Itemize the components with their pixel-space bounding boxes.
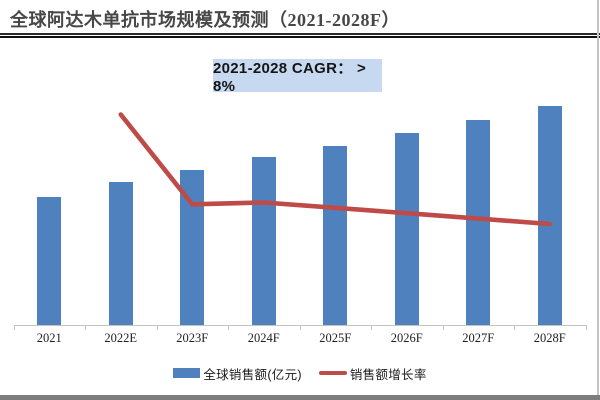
- window-bottom-edge: [0, 395, 600, 400]
- x-axis-label-2027F: 2027F: [462, 331, 495, 345]
- bar-2028F: [537, 106, 562, 325]
- x-axis-tick: [228, 325, 230, 330]
- legend-label-growth: 销售额增长率: [349, 367, 427, 382]
- x-axis-tick: [514, 325, 516, 330]
- x-axis-tick: [85, 325, 87, 330]
- cagr-annotation-badge: 2021-2028 CAGR： > 8%: [213, 59, 382, 95]
- x-axis-label-2026F: 2026F: [390, 331, 423, 345]
- legend-item-growth: 销售额增长率: [318, 364, 427, 383]
- x-axis-label-2022E: 2022E: [104, 331, 138, 345]
- bar-2025F: [323, 145, 348, 325]
- bar-2021: [37, 197, 62, 325]
- bar-2023F: [180, 170, 205, 325]
- legend-label-sales: 全球销售额(亿元): [203, 367, 302, 382]
- x-axis-label-2021: 2021: [36, 331, 62, 345]
- title-divider-thin: [0, 33, 600, 35]
- x-axis-tick: [299, 325, 301, 330]
- bar-2022E: [108, 181, 133, 325]
- legend-item-sales: 全球销售额(亿元): [173, 364, 302, 383]
- x-axis-label-2025F: 2025F: [319, 331, 352, 345]
- x-axis-label-2023F: 2023F: [176, 331, 209, 345]
- bar-2024F: [251, 157, 276, 325]
- x-axis-tick: [371, 325, 373, 330]
- x-axis-tick: [442, 325, 444, 330]
- x-axis-tick: [13, 325, 15, 330]
- bar-series-swatch: [173, 368, 201, 378]
- bar-2027F: [466, 120, 491, 325]
- x-axis-tick: [585, 325, 587, 330]
- line-series-swatch: [318, 370, 347, 376]
- legend: 全球销售额(亿元) 销售额增长率: [0, 364, 600, 382]
- x-axis-label-2024F: 2024F: [247, 331, 280, 345]
- title-divider-thick: [0, 35, 600, 38]
- x-axis-tick: [156, 325, 158, 330]
- page-title: 全球阿达木单抗市场规模及预测（2021-2028F）: [10, 10, 400, 30]
- bar-2026F: [394, 133, 419, 325]
- window-right-edge: [596, 0, 599, 400]
- x-axis-label-2028F: 2028F: [533, 331, 566, 345]
